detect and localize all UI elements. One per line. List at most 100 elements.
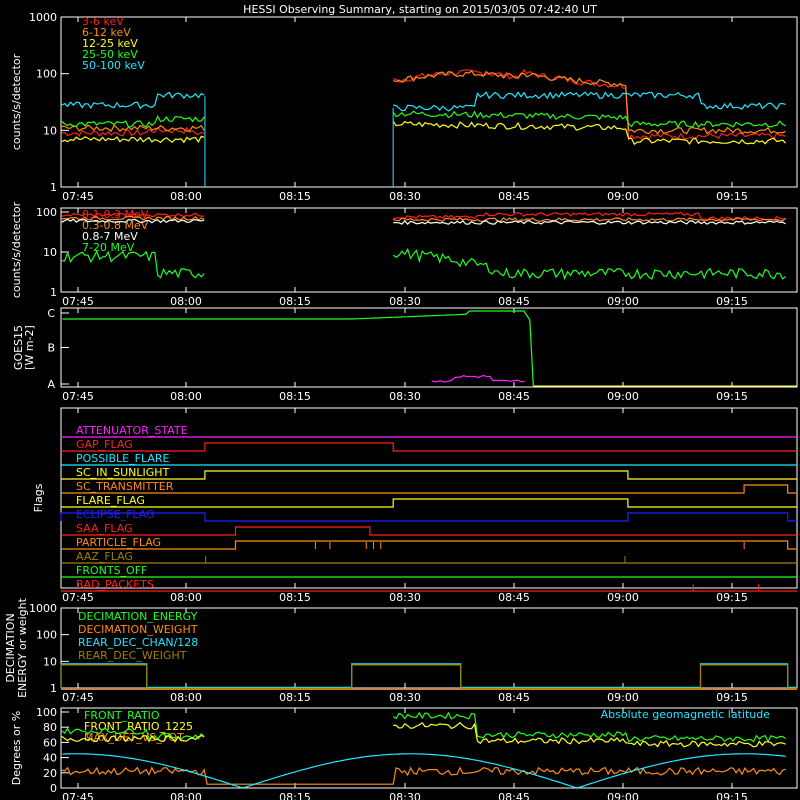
chart-title: HESSI Observing Summary, starting on 201… <box>243 3 597 16</box>
series-line <box>61 215 205 221</box>
y-tick-label: 100 <box>36 206 57 219</box>
x-tick-label: 08:45 <box>498 295 530 308</box>
legend-entry: 0.3-0.8 MeV <box>82 219 149 232</box>
x-tick-label: 08:30 <box>389 295 421 308</box>
x-tick-label: 08:00 <box>170 190 202 203</box>
flag-label: SAA_FLAG <box>76 522 133 535</box>
annotation: Absolute geomagnetic latitude <box>601 708 771 721</box>
x-tick-label: 08:30 <box>389 791 421 800</box>
flag-line <box>61 484 797 494</box>
y-axis-label: Degrees or % <box>10 711 23 785</box>
flag-line <box>61 540 797 550</box>
y-axis-units: [W m-2] <box>23 325 36 370</box>
x-tick-label: 08:15 <box>279 791 311 800</box>
x-tick-label: 08:15 <box>279 591 311 604</box>
x-tick-label: 08:45 <box>498 591 530 604</box>
x-tick-label: 08:45 <box>498 791 530 800</box>
legend-entry: FRONT_RATIO_1225 <box>84 720 193 733</box>
legend-entry: REAR_DEC_CHAN/128 <box>78 636 198 649</box>
panel-6: 07:45 08:00 08:15 08:30 08:45 09:00 09:15 0 20 40… <box>10 706 798 800</box>
flag-line <box>61 442 797 452</box>
panel-5: 07:45 08:00 08:15 08:30 08:45 09:00 09:15 1 10 10… <box>4 597 798 704</box>
series-line <box>392 120 787 146</box>
panel-frame <box>60 207 798 293</box>
panel-2: 07:45 08:00 08:15 08:30 08:45 09:00 09:15 1 10 10… <box>10 201 798 308</box>
series-line <box>61 124 205 132</box>
legend-entry: DECIMATION_ENERGY <box>78 610 198 623</box>
series-line <box>392 110 786 129</box>
x-tick-label: 08:00 <box>170 691 202 704</box>
y-axis-label: ENERGY or weight <box>16 597 29 697</box>
series-line <box>61 734 205 743</box>
series-line <box>61 126 205 137</box>
legend-entry: 3-6 keV <box>82 15 124 28</box>
panel-frame <box>60 16 798 188</box>
x-tick-label: 09:15 <box>716 295 748 308</box>
panel-frame <box>60 307 798 388</box>
x-tick-label: 08:00 <box>170 791 202 800</box>
x-tick-label: 07:45 <box>62 691 94 704</box>
series-line <box>62 753 786 789</box>
x-tick-label: 07:45 <box>62 295 94 308</box>
x-tick-label: 08:15 <box>279 190 311 203</box>
legend-entry: FRONT_RATIO <box>84 709 160 722</box>
series-line <box>393 68 786 141</box>
series-line <box>62 310 534 388</box>
series-line <box>431 374 525 383</box>
series-line <box>393 91 786 112</box>
series-line <box>61 766 786 785</box>
y-tick-label: 1000 <box>29 602 57 615</box>
series-line <box>61 218 205 224</box>
series-line <box>61 114 205 128</box>
y-tick-label: 1 <box>50 286 57 299</box>
series-line <box>393 217 786 223</box>
x-tick-label: 08:45 <box>498 691 530 704</box>
x-tick-label: 09:00 <box>607 591 639 604</box>
x-tick-label: 08:45 <box>498 190 530 203</box>
x-tick-label: 08:30 <box>389 691 421 704</box>
y-tick-label: B <box>47 342 55 355</box>
series-line <box>61 91 205 110</box>
x-tick-label: 09:00 <box>607 791 639 800</box>
x-tick-label: 08:30 <box>389 190 421 203</box>
series-line <box>393 211 786 221</box>
y-axis-label: counts/s/detector <box>10 53 23 150</box>
panel-3: 07:45 08:00 08:15 08:30 08:45 09:00 09:15 A B C GO… <box>12 307 798 403</box>
panel-1: 07:45 08:00 08:15 08:30 08:45 09:00 09:15 1 10 10… <box>10 11 798 203</box>
x-tick-label: 07:45 <box>62 390 94 403</box>
x-tick-label: 08:30 <box>389 390 421 403</box>
x-tick-label: 09:15 <box>716 691 748 704</box>
x-tick-label: 08:00 <box>170 591 202 604</box>
panel-frame <box>60 407 798 589</box>
legend-entry: 50-100 keV <box>82 59 145 72</box>
y-tick-label: 60 <box>43 736 57 749</box>
x-tick-label: 09:15 <box>716 791 748 800</box>
flag-label: GAP_FLAG <box>76 438 133 451</box>
x-tick-label: 09:00 <box>607 190 639 203</box>
series-line <box>393 219 786 225</box>
x-tick-label: 08:00 <box>170 390 202 403</box>
series-line <box>393 721 786 748</box>
y-axis-label: DECIMATION <box>4 613 17 682</box>
flag-label: FRONTS_OFF <box>76 564 147 577</box>
y-tick-label: 100 <box>36 706 57 719</box>
x-tick-label: 09:00 <box>607 691 639 704</box>
x-tick-label: 08:15 <box>279 295 311 308</box>
flag-label: SC_TRANSMITTER <box>76 480 174 493</box>
series-line <box>61 212 205 218</box>
legend-entry: 12-25 keV <box>82 37 138 50</box>
x-tick-label: 09:00 <box>607 390 639 403</box>
legend-entry: 7-20 MeV <box>82 241 135 254</box>
y-tick-label: 100 <box>36 68 57 81</box>
y-axis-label: counts/s/detector <box>10 201 23 298</box>
x-tick-label: 09:15 <box>716 190 748 203</box>
series-line <box>61 135 205 144</box>
legend-entry: 6-12 keV <box>82 26 131 39</box>
y-tick-label: 80 <box>43 721 57 734</box>
y-tick-label: A <box>47 378 55 391</box>
y-tick-label: 1 <box>50 181 57 194</box>
y-tick-label: 0 <box>50 782 57 795</box>
x-tick-label: 07:45 <box>62 591 94 604</box>
panel-frame <box>60 707 798 789</box>
series-line <box>60 664 797 689</box>
